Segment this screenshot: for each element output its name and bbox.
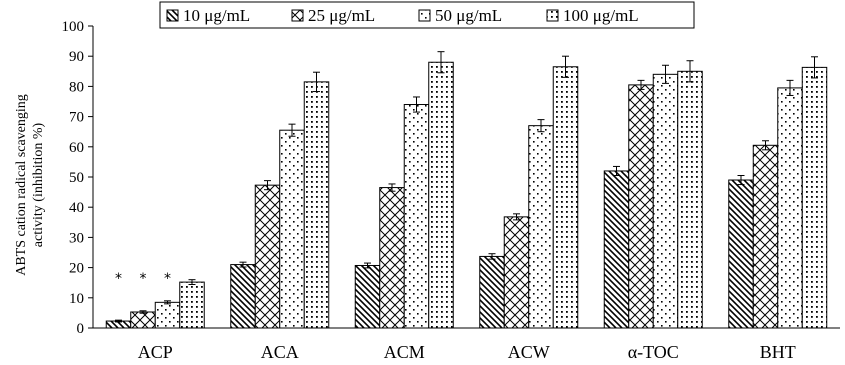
- bar: [254, 184, 281, 329]
- bar: [728, 179, 754, 329]
- error-bar: [313, 71, 320, 93]
- annotations: * * *: [115, 271, 171, 287]
- legend: 10 μg/mL 25 μg/mL 50 μg/mL 100 μg/mL: [159, 1, 695, 29]
- bar: [777, 87, 803, 329]
- bar: [279, 129, 305, 329]
- legend-swatch: [546, 9, 559, 22]
- y-tick-label: 100: [62, 19, 85, 35]
- error-bar: [364, 262, 371, 269]
- error-bar: [388, 183, 396, 192]
- bar: [479, 255, 505, 329]
- error-bar: [562, 55, 569, 78]
- legend-label: 100 μg/mL: [563, 6, 639, 25]
- bar: [752, 144, 779, 329]
- legend-item: 100 μg/mL: [546, 6, 639, 25]
- y-tick-label: 50: [69, 170, 84, 186]
- bar: [603, 170, 630, 329]
- error-bar: [239, 261, 247, 268]
- y-tick-label: 40: [69, 200, 84, 216]
- error-bar: [139, 310, 147, 314]
- bar: [130, 311, 156, 329]
- bar: [354, 264, 381, 329]
- bar: [379, 187, 405, 329]
- y-tick-label: 80: [69, 79, 84, 95]
- legend-swatch: [418, 9, 431, 22]
- error-bar: [811, 56, 818, 79]
- error-bar: [786, 79, 794, 96]
- x-tick-label: ACM: [384, 342, 425, 362]
- error-bar: [613, 165, 620, 176]
- y-axis-title-line: activity (inhibition %): [31, 122, 46, 247]
- bar: [677, 70, 703, 329]
- bar: [801, 66, 828, 329]
- x-tick-label: ACW: [508, 342, 550, 362]
- x-axis-ticks: ACP ACA ACM ACW α-TOC BHT: [138, 342, 796, 362]
- bar: [552, 66, 579, 329]
- legend-swatch: [166, 9, 179, 22]
- legend-item: 10 μg/mL: [166, 6, 250, 25]
- error-bar: [537, 119, 545, 133]
- error-bar: [637, 79, 645, 90]
- error-bar: [288, 123, 296, 137]
- bar: [303, 81, 330, 329]
- legend-item: 50 μg/mL: [418, 6, 502, 25]
- bar: [230, 264, 256, 329]
- bar: [652, 73, 679, 329]
- legend-label: 25 μg/mL: [308, 6, 375, 25]
- y-tick-label: 20: [69, 261, 84, 277]
- x-tick-label: ACA: [261, 342, 299, 362]
- error-bar: [662, 64, 669, 84]
- y-tick-label: 0: [77, 321, 85, 337]
- significance-marker: *: [140, 271, 147, 287]
- error-bar: [413, 96, 420, 113]
- bar: [528, 125, 554, 329]
- significance-marker: *: [164, 271, 171, 287]
- y-axis-title: ABTS cation radical scavenging activity (…: [14, 94, 46, 276]
- bar: [403, 104, 430, 329]
- x-tick-label: α-TOC: [628, 342, 679, 362]
- y-tick-label: 60: [69, 140, 84, 156]
- legend-label: 10 μg/mL: [183, 6, 250, 25]
- legend-swatch: [291, 9, 304, 22]
- bar: [179, 281, 205, 329]
- y-axis-ticks: 0 10 20 30 40 50 60 70 80 90 100: [62, 19, 93, 337]
- error-bar: [264, 180, 271, 191]
- significance-marker: *: [115, 271, 122, 287]
- error-bar: [164, 300, 171, 305]
- error-bar: [115, 319, 122, 323]
- error-bar: [188, 279, 196, 286]
- y-tick-label: 10: [69, 291, 84, 307]
- error-bar: [437, 51, 445, 74]
- error-bar: [762, 140, 769, 151]
- y-tick-label: 70: [69, 110, 84, 126]
- error-bar: [686, 60, 694, 83]
- legend-label: 50 μg/mL: [435, 6, 502, 25]
- y-axis-title-line: ABTS cation radical scavenging: [14, 94, 29, 276]
- bar: [154, 301, 181, 329]
- bars: [105, 51, 828, 329]
- bar: [628, 84, 654, 329]
- y-tick-label: 90: [69, 49, 84, 65]
- bar: [503, 216, 530, 329]
- error-bar: [737, 174, 745, 186]
- bar: [428, 61, 454, 329]
- x-tick-label: BHT: [760, 342, 796, 362]
- y-tick-label: 30: [69, 230, 84, 246]
- error-bar: [488, 253, 496, 260]
- x-tick-label: ACP: [138, 342, 173, 362]
- error-bar: [513, 213, 520, 221]
- legend-item: 25 μg/mL: [291, 6, 375, 25]
